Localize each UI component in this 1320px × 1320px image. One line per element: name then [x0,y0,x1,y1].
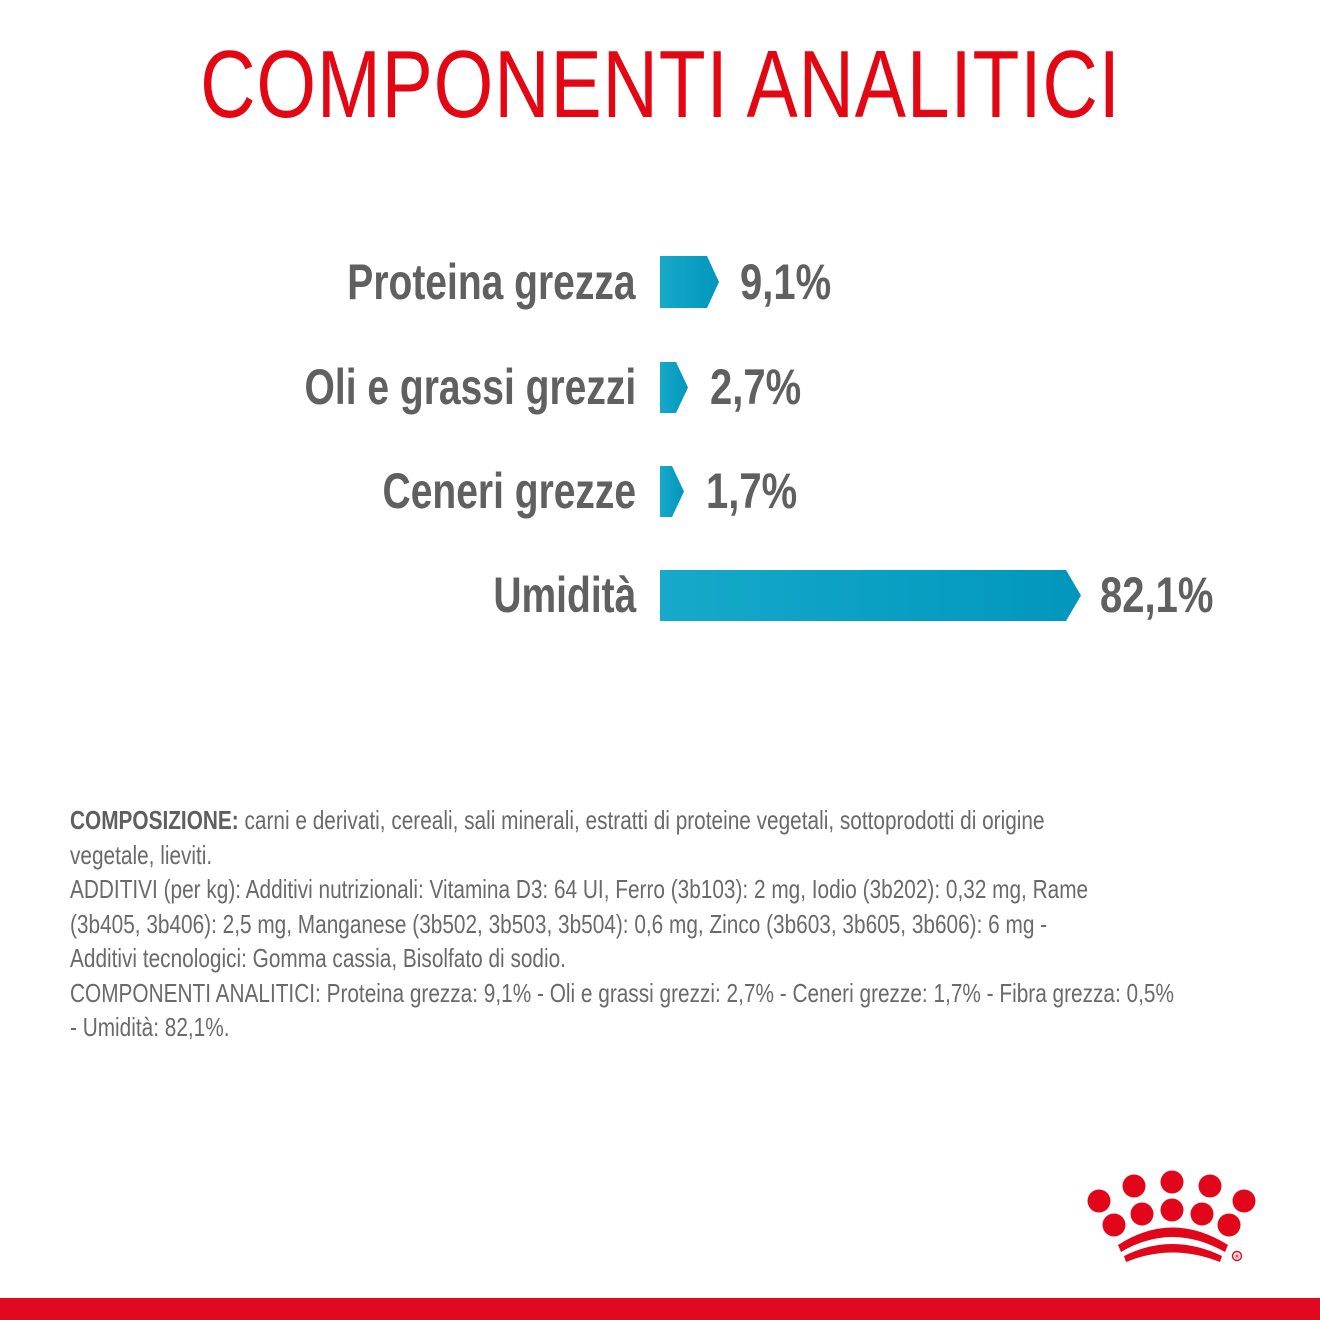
bar-arrow-icon [660,570,1081,621]
chart-label: Ceneri grezze [382,463,636,519]
footer-bar [0,1298,1320,1320]
page-title: COMPONENTI ANALITICI [0,30,1320,140]
additives-line: (3b405, 3b406): 2,5 mg, Manganese (3b502… [70,908,1048,939]
composition-text: COMPOSIZIONE: carni e derivati, cereali,… [70,803,1270,1045]
analytical-line: - Umidità: 82,1%. [70,1012,230,1042]
page-title-text: COMPONENTI ANALITICI [199,31,1121,138]
composition-heading: COMPOSIZIONE: [70,805,239,835]
additives-line: ADDITIVI (per kg): Additivi nutrizionali… [70,874,1089,904]
bar-arrow-icon [660,362,688,413]
chart-row-ash: Ceneri grezze 1,7% [0,461,1320,521]
royal-canin-crown-logo-icon: ® [1087,1170,1256,1262]
chart-label: Oli e grassi grezzi [304,359,636,415]
chart-value: 2,7% [710,359,802,415]
chart-value: 9,1% [740,254,832,310]
chart-label: Umidità [492,567,636,623]
chart-label: Proteina grezza [347,254,636,310]
bar-arrow-icon [660,466,684,517]
composition-line: COMPOSIZIONE: carni e derivati, cereali,… [70,805,1045,835]
composition-line: vegetale, lieviti. [70,839,213,870]
chart-value: 1,7% [706,463,798,519]
chart-row-moisture: Umidità 82,1% [0,565,1320,625]
chart-row-fats: Oli e grassi grezzi 2,7% [0,357,1320,417]
bar-arrow-icon [660,256,719,308]
chart-row-protein: Proteina grezza 9,1% [0,252,1320,312]
analytical-line: COMPONENTI ANALITICI: Proteina grezza: 9… [70,977,1174,1008]
chart-value: 82,1% [1100,567,1214,623]
svg-text:®: ® [1235,1253,1240,1261]
additives-line: Additivi tecnologici: Gomma cassia, Biso… [70,943,566,973]
